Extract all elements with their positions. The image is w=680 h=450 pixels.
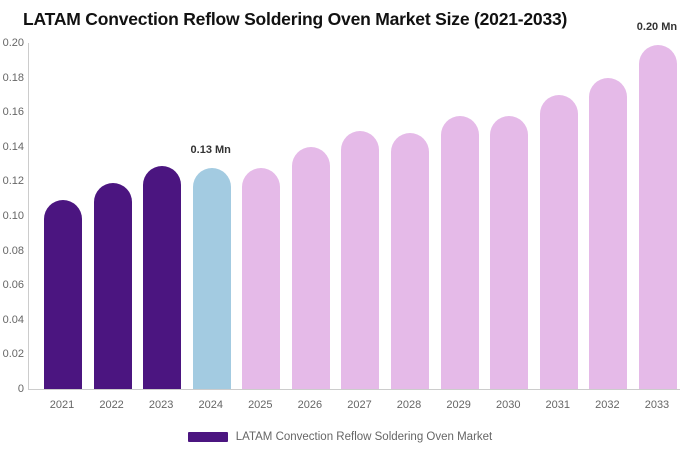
x-tick-label: 2024 <box>198 399 223 411</box>
chart-title: LATAM Convection Reflow Soldering Oven M… <box>23 9 568 29</box>
bar-2026[interactable] <box>291 146 330 389</box>
bar-2027[interactable] <box>341 131 380 389</box>
bar-2022[interactable] <box>93 183 132 389</box>
bar-2031[interactable] <box>539 94 578 389</box>
y-tick-label: 0.14 <box>2 140 24 153</box>
legend-swatch <box>187 432 228 442</box>
x-tick-label: 2023 <box>148 399 174 411</box>
x-tick-label: 2021 <box>49 399 75 411</box>
y-tick-label: 0.20 <box>2 37 24 49</box>
bar-2023[interactable] <box>143 165 182 389</box>
y-tick-label: 0.06 <box>2 279 24 292</box>
y-tick-label: 0.04 <box>2 313 24 326</box>
y-tick-label: 0.16 <box>2 106 24 119</box>
value-label-2024: 0.13 Mn <box>190 143 231 156</box>
y-tick-label: 0.10 <box>2 210 24 222</box>
x-tick-label: 2028 <box>396 399 422 411</box>
y-tick-label: 0.08 <box>2 244 24 257</box>
x-tick-label: 2027 <box>347 399 372 411</box>
y-tick-label: 0 <box>17 383 24 395</box>
x-tick-label: 2033 <box>644 399 670 411</box>
x-tick-label: 2029 <box>446 399 471 411</box>
bar-2029[interactable] <box>440 115 479 389</box>
legend[interactable]: LATAM Convection Reflow Soldering Oven M… <box>0 430 680 444</box>
bar-2025[interactable] <box>242 167 281 389</box>
bar-2032[interactable] <box>589 77 628 389</box>
y-tick-label: 0.18 <box>2 71 24 84</box>
x-tick-label: 2031 <box>545 399 571 411</box>
x-tick-label: 2022 <box>99 399 124 411</box>
value-label-2033: 0.20 Mn <box>636 20 678 33</box>
bar-2024[interactable] <box>192 167 231 389</box>
legend-label: LATAM Convection Reflow Soldering Oven M… <box>235 431 493 443</box>
y-tick-label: 0.12 <box>2 175 24 188</box>
bar-2021[interactable] <box>44 200 82 389</box>
x-tick-label: 2030 <box>495 399 521 411</box>
y-tick-label: 0.02 <box>2 348 24 361</box>
plot-area <box>28 43 680 390</box>
bar-2030[interactable] <box>490 115 529 389</box>
bar-2028[interactable] <box>391 132 430 389</box>
x-tick-label: 2025 <box>248 399 273 411</box>
bar-2033[interactable] <box>638 44 677 389</box>
x-tick-label: 2026 <box>297 399 323 411</box>
x-tick-label: 2032 <box>595 399 620 411</box>
